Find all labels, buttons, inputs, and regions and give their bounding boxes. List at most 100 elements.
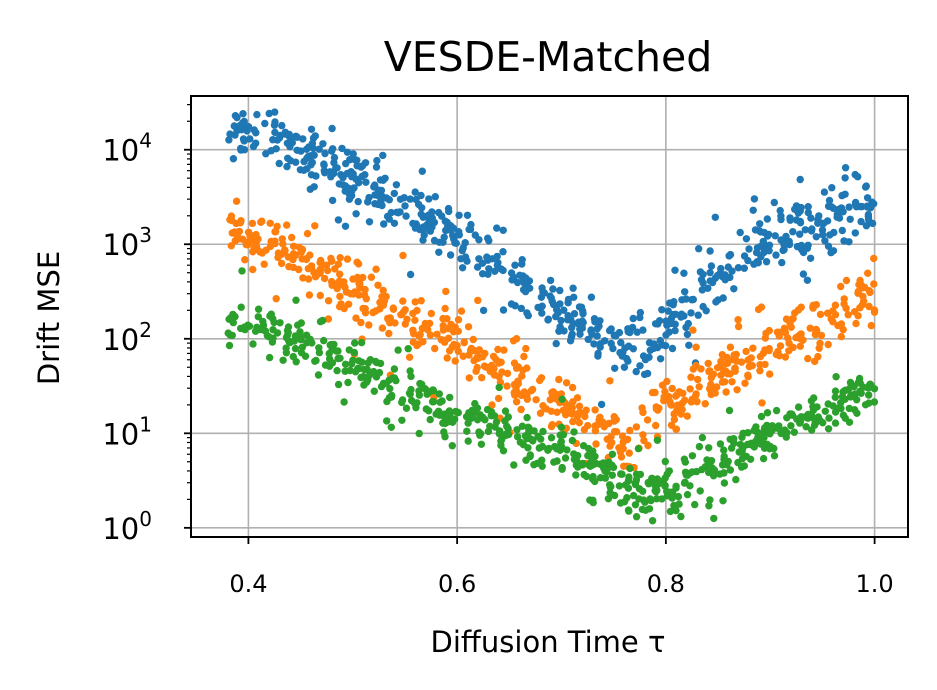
data-point: [631, 501, 640, 509]
data-point: [564, 295, 573, 304]
data-point: [666, 507, 675, 516]
data-point: [400, 194, 408, 202]
data-point: [831, 387, 840, 395]
data-point: [865, 287, 873, 295]
data-point: [815, 344, 823, 352]
data-point: [667, 319, 675, 328]
data-point: [514, 363, 522, 371]
data-point: [667, 490, 676, 498]
data-point: [310, 151, 318, 159]
data-point: [734, 322, 743, 331]
data-point: [592, 459, 600, 468]
data-point: [268, 338, 277, 346]
data-point: [804, 241, 812, 249]
data-point: [261, 119, 269, 128]
data-point: [687, 398, 696, 406]
data-point: [247, 236, 255, 245]
data-point: [685, 341, 693, 349]
data-point: [811, 330, 819, 339]
data-point: [306, 251, 314, 259]
data-point: [469, 335, 477, 344]
data-point: [425, 195, 433, 203]
data-point: [826, 231, 834, 239]
data-point: [639, 352, 648, 360]
data-point: [573, 412, 582, 421]
data-point: [537, 435, 545, 443]
data-point: [824, 242, 833, 250]
data-point: [579, 459, 587, 468]
data-point: [229, 310, 237, 319]
data-point: [803, 276, 812, 284]
data-point: [618, 432, 627, 440]
data-point: [754, 438, 763, 446]
data-point: [259, 321, 268, 329]
data-point: [802, 423, 810, 431]
data-point: [825, 414, 833, 422]
data-point: [771, 232, 779, 240]
data-point: [839, 411, 848, 419]
data-point: [782, 433, 790, 441]
data-point: [680, 455, 689, 463]
data-point: [482, 363, 490, 371]
data-point: [417, 191, 425, 200]
data-point: [316, 291, 324, 300]
data-point: [415, 391, 424, 399]
data-point: [372, 163, 381, 171]
data-point: [757, 412, 766, 421]
data-point: [451, 415, 459, 423]
data-point: [796, 175, 804, 184]
data-point: [341, 367, 349, 375]
data-point: [315, 348, 324, 357]
data-point: [636, 362, 644, 370]
data-point: [570, 310, 579, 318]
data-point: [572, 471, 580, 479]
data-point: [258, 249, 266, 257]
data-point: [738, 433, 746, 441]
data-point: [353, 156, 361, 164]
data-point: [814, 219, 822, 227]
data-point: [804, 203, 812, 211]
data-point: [523, 309, 531, 317]
data-point: [362, 178, 370, 186]
data-point: [590, 340, 598, 348]
data-point: [386, 384, 394, 393]
data-point: [320, 274, 329, 283]
data-point: [483, 405, 492, 414]
data-point: [380, 220, 388, 228]
data-point: [778, 258, 786, 267]
data-point: [328, 257, 336, 265]
data-point: [320, 336, 328, 345]
data-point: [606, 481, 614, 489]
data-point: [495, 430, 503, 438]
data-point: [789, 228, 797, 236]
data-point: [717, 357, 725, 366]
data-point: [725, 406, 734, 415]
data-point: [435, 390, 443, 398]
data-point: [794, 306, 803, 314]
data-point: [601, 474, 610, 482]
data-point: [319, 316, 327, 325]
data-point: [593, 332, 601, 340]
data-point: [651, 388, 659, 397]
data-point: [816, 416, 824, 425]
data-point: [648, 517, 657, 525]
data-point: [328, 124, 336, 133]
data-point: [334, 216, 343, 224]
data-point: [780, 324, 789, 332]
data-point: [672, 506, 680, 515]
data-point: [801, 226, 809, 234]
data-point: [562, 379, 571, 387]
data-point: [229, 155, 238, 163]
data-point: [232, 197, 241, 205]
data-point: [680, 269, 688, 277]
data-point: [522, 274, 530, 282]
data-point: [796, 342, 804, 350]
data-point: [406, 367, 414, 375]
data-point: [323, 266, 332, 275]
data-point: [786, 319, 794, 327]
data-point: [494, 345, 502, 354]
data-point: [404, 345, 412, 353]
data-point: [477, 440, 486, 448]
data-point: [458, 246, 466, 255]
data-point: [749, 206, 757, 214]
